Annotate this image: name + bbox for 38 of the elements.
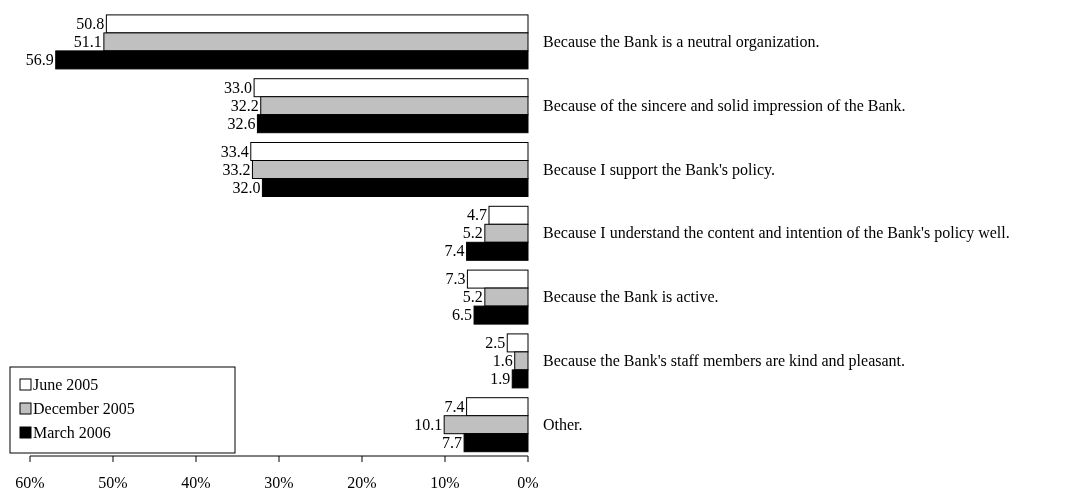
data-label: 5.2 — [462, 288, 483, 306]
x-tick-label: 10% — [430, 474, 460, 491]
data-label: 2.5 — [485, 333, 506, 351]
y-tick-label: Because of the sincere and solid impression of the Bank. — [543, 96, 906, 115]
x-tick-label: 30% — [264, 474, 294, 491]
data-label: 51.1 — [73, 32, 102, 50]
data-label: 7.4 — [444, 242, 465, 260]
y-tick-label: Because the Bank is active. — [543, 288, 719, 306]
data-label: 33.2 — [222, 160, 251, 178]
x-tick-label: 50% — [98, 474, 128, 491]
data-label: 10.1 — [414, 415, 443, 433]
legend-label: June 2005 — [33, 376, 99, 393]
data-label: 33.0 — [224, 78, 253, 96]
data-label: 33.4 — [220, 142, 249, 160]
data-label: 7.3 — [445, 270, 466, 288]
legend-label: December 2005 — [33, 400, 135, 417]
x-tick-label: 20% — [347, 474, 377, 491]
x-tick-label: 60% — [15, 474, 45, 491]
y-tick-label: Other. — [543, 415, 583, 433]
data-label: 7.4 — [444, 397, 465, 415]
data-label: 6.5 — [452, 306, 473, 324]
legend-label: March 2006 — [33, 424, 111, 441]
data-label: 1.9 — [490, 369, 511, 387]
data-label: 32.2 — [230, 96, 259, 114]
x-tick-label: 40% — [181, 474, 211, 491]
data-label: 50.8 — [76, 14, 105, 32]
data-label: 1.6 — [492, 351, 513, 369]
y-tick-label: Because the Bank is a neutral organization. — [543, 32, 820, 51]
y-tick-label: Because I support the Bank's policy. — [543, 160, 776, 179]
data-label: 32.6 — [227, 114, 256, 132]
x-tick-label: 0% — [517, 474, 539, 491]
data-label: 56.9 — [25, 50, 54, 68]
data-label: 7.7 — [442, 433, 463, 451]
data-label: 4.7 — [466, 206, 487, 224]
data-label: 5.2 — [462, 224, 483, 242]
y-tick-label: Because the Bank's staff members are kind and pleasant. — [543, 351, 906, 370]
y-tick-label: Because I understand the content and intention of the Bank's policy well. — [543, 224, 1010, 243]
data-label: 32.0 — [232, 178, 261, 196]
